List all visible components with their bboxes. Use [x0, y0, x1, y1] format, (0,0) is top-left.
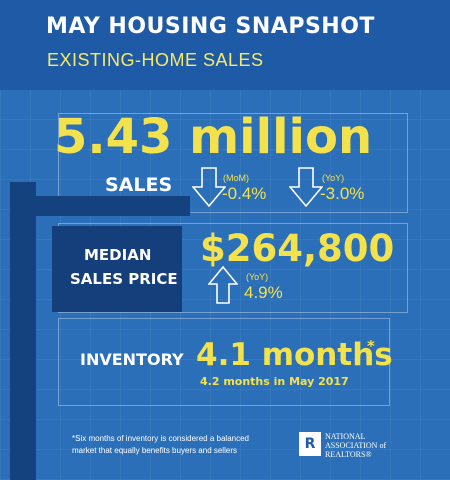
sales-yoy-change: -3.0% [320, 184, 365, 203]
inventory-label: INVENTORY [80, 350, 184, 369]
nar-line2: ASSOCIATION of [325, 441, 387, 450]
inventory-value: 4.1 months [196, 337, 393, 373]
down-arrow-icon [192, 167, 226, 207]
realtor-logo-icon: R [299, 432, 321, 456]
median-yoy-change: 4.9% [244, 283, 283, 302]
nar-line1: NATIONAL [325, 432, 366, 441]
sales-mom-tag: (MoM) [223, 173, 249, 183]
sales-mom-change: -0.4% [222, 184, 267, 203]
median-price-value: $264,800 [200, 227, 395, 270]
footnote: *Six months of inventory is considered a… [72, 434, 249, 455]
page-title: MAY HOUSING SNAPSHOT [46, 14, 375, 39]
realtor-logo-letter: R [304, 436, 316, 452]
median-label-line2: SALES PRICE [70, 270, 178, 288]
median-label-line1: MEDIAN [84, 246, 152, 264]
inventory-comparison: 4.2 months in May 2017 [200, 375, 349, 388]
inventory-asterisk: * [367, 337, 375, 355]
sign-panel [52, 226, 182, 312]
header-band: MAY HOUSING SNAPSHOT EXISTING-HOME SALES [0, 0, 450, 90]
sign-post [10, 182, 36, 480]
down-arrow-icon [289, 167, 323, 207]
sales-value: 5.43 million [54, 109, 373, 165]
inventory-frame [58, 318, 390, 406]
sign-post-arm [10, 196, 190, 216]
nar-line3: REALTORS® [325, 450, 372, 459]
median-yoy-tag: (YoY) [246, 272, 269, 282]
sales-yoy-tag: (YoY) [322, 173, 345, 183]
up-arrow-icon [208, 266, 238, 304]
page-subtitle: EXISTING-HOME SALES [47, 50, 264, 70]
sales-frame [58, 113, 408, 213]
nar-wordmark: NATIONAL ASSOCIATION of REALTORS® [325, 432, 386, 459]
sales-label: SALES [105, 174, 173, 196]
